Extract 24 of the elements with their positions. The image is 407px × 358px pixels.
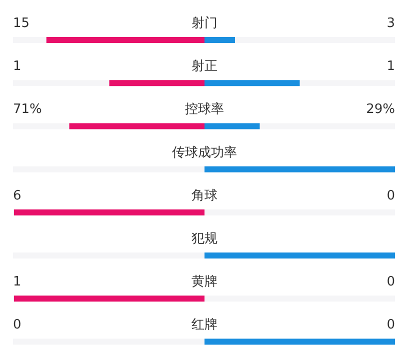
y-tick-label: 传球成功率 (172, 144, 237, 160)
y-tick-label: 控球率 (185, 101, 224, 118)
y-tick-label: 射正 (192, 59, 218, 74)
bar (109, 80, 204, 86)
y-tick-label: 黄牌 (192, 274, 218, 290)
annotation: 29% (366, 102, 395, 118)
annotation: 0 (386, 318, 395, 333)
annotation: 3 (386, 16, 395, 31)
annotation: 1 (386, 59, 395, 74)
bar (204, 80, 300, 86)
annotation: 6 (13, 188, 22, 204)
annotation: 1 (13, 274, 22, 290)
annotation: 0 (13, 318, 22, 333)
annotation: 71% (13, 102, 42, 118)
y-tick-label: 红牌 (192, 318, 218, 333)
annotation: 0 (386, 188, 395, 204)
bar (204, 37, 235, 43)
bar (204, 123, 260, 130)
y-tick-label: 射门 (192, 15, 218, 31)
y-tick-label: 犯规 (192, 232, 218, 246)
annotation: 1 (13, 59, 22, 74)
annotation: 15 (13, 16, 30, 31)
annotation: 0 (386, 274, 395, 290)
y-tick-label: 角球 (192, 188, 218, 204)
